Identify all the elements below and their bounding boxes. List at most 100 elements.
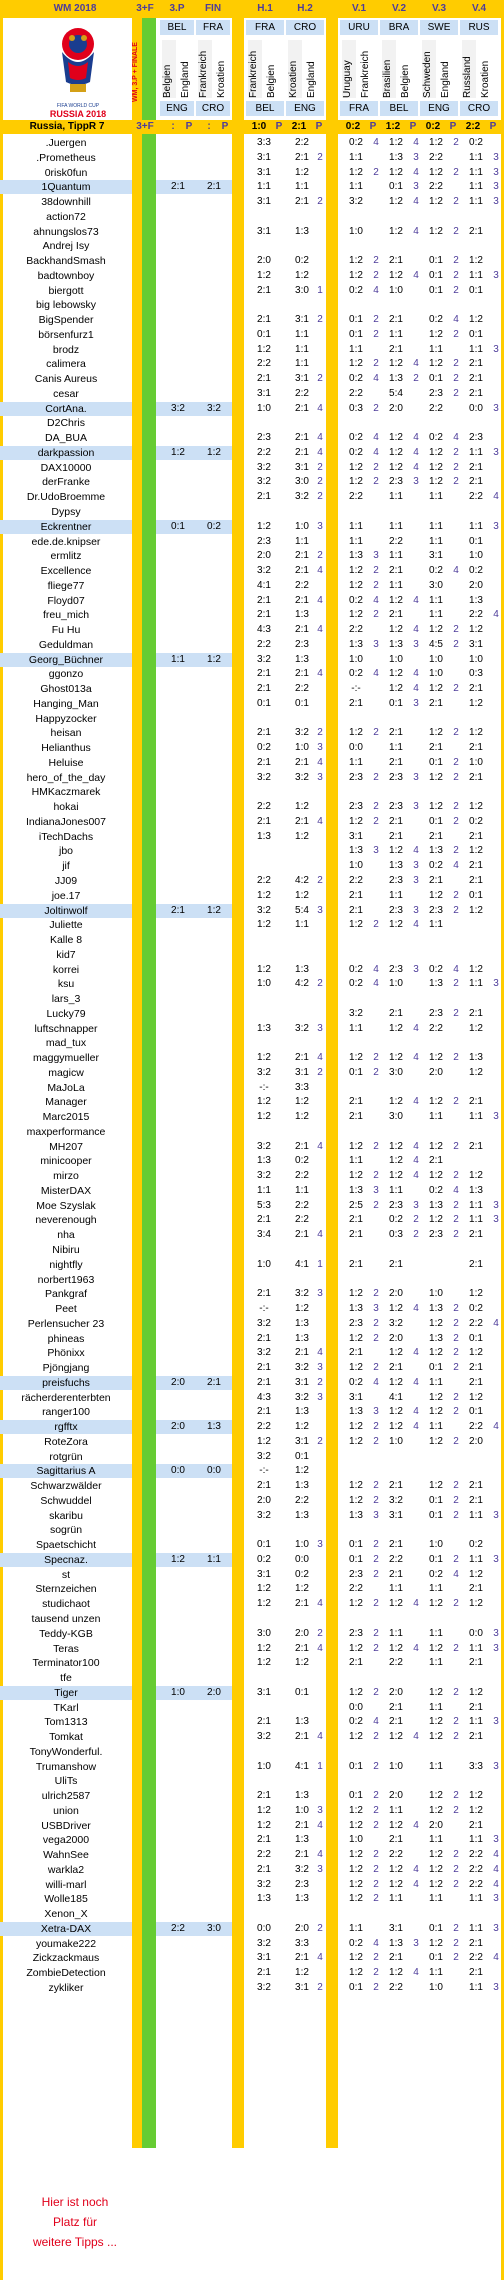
tip-v3: 2:1 — [429, 742, 443, 754]
points-v2: 4 — [413, 1598, 419, 1610]
tip-h1: 4:3 — [257, 1391, 271, 1403]
participant-name: Sagittarius A — [36, 1465, 96, 1478]
points-h2: 4 — [317, 565, 323, 577]
tip-v1: 1:1 — [349, 181, 363, 193]
tip-h2: 3:2 — [295, 1288, 309, 1300]
points-v1: 2 — [373, 1435, 379, 1447]
points-v3: 2 — [453, 801, 459, 813]
tip-v3: 1:1 — [429, 1627, 443, 1639]
tip-v4: 2:1 — [469, 476, 483, 488]
participant-name: st — [61, 1568, 71, 1581]
tip-h1: 3:1 — [257, 387, 271, 399]
table-row: Phönixx 3:2 2:1 4 2:1 1:2 4 1:2 2 1:2 — [0, 1346, 504, 1360]
tip-v1: 1:2 — [349, 358, 363, 370]
tip-h1: 1:2 — [257, 963, 271, 975]
team-bottom-v-4: CRO — [460, 101, 498, 116]
tip-v1: 0:2 — [349, 137, 363, 148]
tip-h1: 2:2 — [257, 446, 271, 458]
tip-h1: 1:2 — [257, 1642, 271, 1654]
tip-v1: 1:1 — [349, 1922, 363, 1934]
tip-v1: 0:2 — [349, 963, 363, 975]
tip-h2: 2:0 — [295, 1627, 309, 1639]
tip-v4: 1:2 — [469, 1790, 483, 1802]
participant-name: BigSpender — [38, 314, 94, 327]
tip-v2: 1:2 — [389, 446, 403, 458]
points-v3: 2 — [453, 624, 459, 636]
participant-name: Juliette — [49, 919, 83, 932]
tip-v2: 1:2 — [389, 1140, 403, 1152]
tip-v1: 2:3 — [349, 801, 363, 813]
tip-h1: 1:2 — [257, 1052, 271, 1064]
tip-v3: 1:1 — [429, 1967, 443, 1979]
subheader-col: P — [275, 121, 283, 132]
tip-h1: 2:1 — [257, 727, 271, 739]
team-top-v-4: RUS — [460, 20, 498, 35]
participant-name: fliege77 — [47, 579, 85, 592]
tip-v3: 2:0 — [429, 1819, 443, 1831]
tip-v4: 2:1 — [469, 1362, 483, 1374]
tip-v1: 1:2 — [349, 1288, 363, 1300]
points-v2: 3 — [413, 638, 419, 650]
tip-h1: 1:2 — [257, 1804, 271, 1816]
tip-v3: 1:2 — [429, 1140, 443, 1152]
tip-h2: 3:2 — [295, 491, 309, 503]
trophy-icon — [62, 28, 94, 92]
tip-v2: 1:0 — [389, 978, 403, 990]
tip-h1: 2:1 — [257, 1790, 271, 1802]
points-h2: 4 — [317, 756, 323, 768]
tip-v1: 1:2 — [349, 1140, 363, 1152]
tip-h1: 2:1 — [257, 1716, 271, 1728]
points-v1: 3 — [373, 845, 379, 857]
tip-3p: 2:0 — [171, 1421, 185, 1433]
points-h2: 4 — [317, 624, 323, 636]
tip-h2: 3:2 — [295, 727, 309, 739]
tip-h1: 3:2 — [257, 771, 271, 783]
points-v1: 2 — [373, 1421, 379, 1433]
points-v3: 2 — [453, 196, 459, 208]
tip-h2: 2:1 — [295, 1598, 309, 1610]
tip-h2: 2:2 — [295, 137, 309, 148]
team-bottom-v-2: BEL — [380, 101, 418, 116]
tip-v2: 2:3 — [389, 875, 403, 886]
tip-v4: 0:2 — [469, 137, 483, 148]
tip-h1: 3:2 — [257, 1170, 271, 1182]
tip-v4: 1:2 — [469, 255, 483, 267]
table-row: HMKaczmarek — [0, 785, 504, 799]
tip-v1: 2:1 — [349, 1657, 363, 1669]
points-v1: 2 — [373, 1627, 379, 1639]
points-v3: 2 — [453, 1317, 459, 1329]
tip-h1: -:- — [259, 1081, 269, 1093]
tip-3p: 2:0 — [171, 1376, 185, 1388]
tip-v2: 1:2 — [389, 668, 403, 680]
points-h2: 2 — [317, 550, 323, 562]
table-row: studichaot 1:2 2:1 4 1:2 2 1:2 4 1:2 2 1:2 — [0, 1597, 504, 1611]
tip-v4: 0:1 — [469, 1406, 483, 1418]
tip-v4: 2:1 — [469, 1657, 483, 1669]
tip-h1: 2:1 — [257, 1480, 271, 1492]
tip-v3: 0:2 — [429, 963, 443, 975]
tip-v4: 1:2 — [469, 845, 483, 857]
points-v2: 4 — [413, 196, 419, 208]
tip-v2: 1:2 — [389, 137, 403, 148]
tip-v4: 1:0 — [469, 756, 483, 768]
points-v3: 2 — [453, 904, 459, 916]
tip-v1: 2:1 — [349, 1214, 363, 1226]
tip-v2: 2:0 — [389, 402, 403, 414]
tip-v3: 1:2 — [429, 328, 443, 340]
table-row: hokai 2:2 1:2 2:3 2 2:3 3 1:2 2 1:2 — [0, 800, 504, 814]
tip-v1: 1:0 — [349, 1834, 363, 1846]
tip-fin: 3:0 — [207, 1922, 221, 1934]
tip-v4: 1:1 — [469, 1922, 483, 1934]
points-h2: 2 — [317, 314, 323, 326]
table-row: ZombieDetection 2:1 1:2 1:2 2 1:2 4 1:1 2:1 — [0, 1966, 504, 1980]
tip-v3: 1:2 — [429, 624, 443, 636]
points-v4: 3 — [493, 446, 499, 458]
points-v2: 4 — [413, 1170, 419, 1182]
tip-v3: 1:2 — [429, 446, 443, 458]
participant-name: Pjöngjang — [42, 1362, 90, 1375]
tip-h1: 3:4 — [257, 1229, 271, 1241]
tip-v3: 1:0 — [429, 1288, 443, 1300]
tip-h1: 1:2 — [257, 889, 271, 901]
tip-v4: 1:1 — [469, 343, 483, 355]
